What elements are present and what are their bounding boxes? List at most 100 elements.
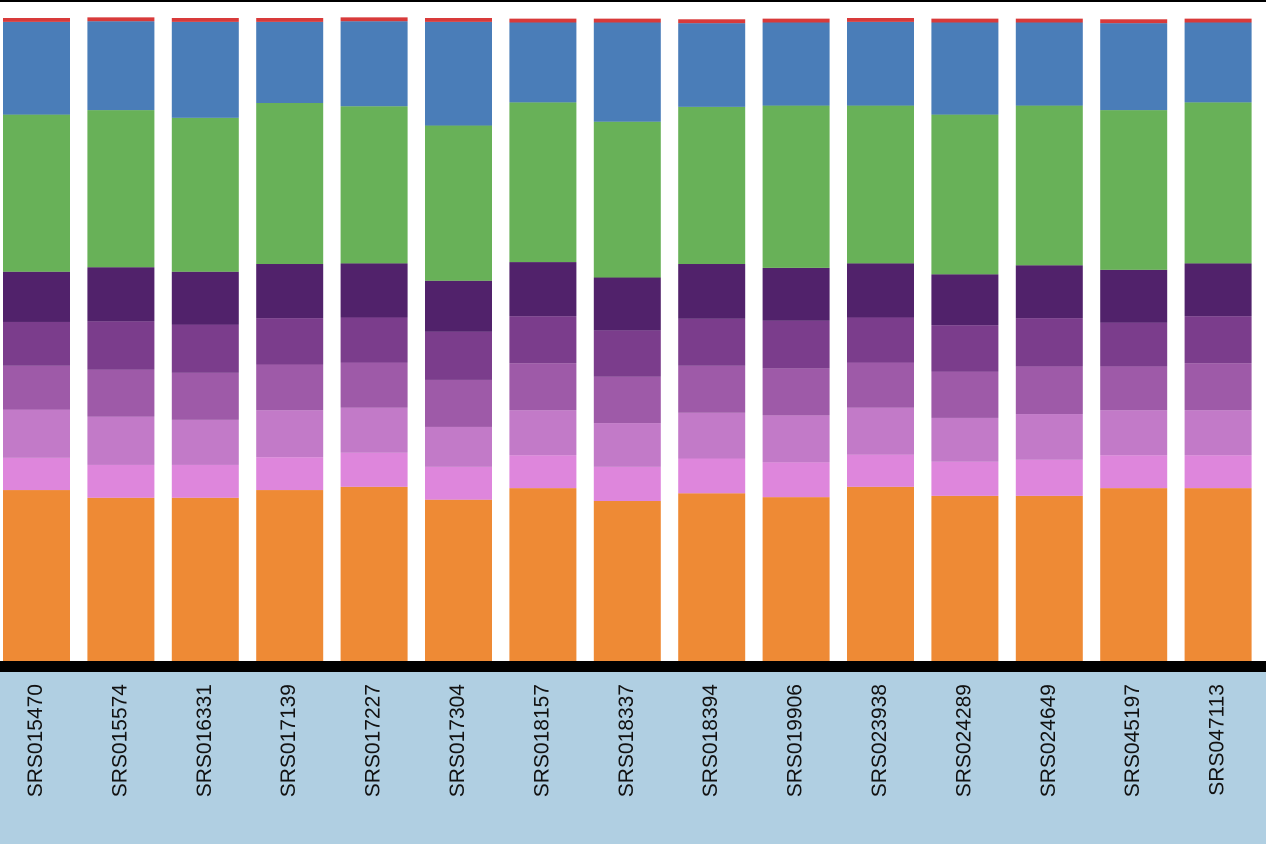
- bar-segment: [340, 317, 408, 363]
- bar-segment: [678, 19, 746, 24]
- bar-segment: [678, 23, 746, 107]
- bar-segment: [425, 125, 492, 281]
- bar-segment: [425, 426, 492, 467]
- x-tick-label: SRS017304: [446, 684, 469, 798]
- bar-segment: [87, 464, 155, 498]
- bar-segment: [3, 490, 70, 662]
- bar-segment: [762, 105, 830, 268]
- bar-segment: [256, 410, 324, 458]
- bar-segment: [762, 497, 830, 662]
- x-tick-label: SRS024649: [1037, 684, 1060, 797]
- bar-segment: [3, 457, 70, 491]
- bar-segment: [762, 18, 830, 23]
- x-tick-label: SRS018337: [615, 684, 638, 797]
- x-tick-label: SRS023938: [868, 684, 891, 797]
- bar-segment: [87, 110, 155, 268]
- bar-segment: [256, 490, 324, 662]
- bar-segment: [678, 458, 746, 494]
- x-tick-label: SRS018157: [530, 684, 553, 797]
- bar-segment: [1184, 410, 1252, 456]
- bar-segment: [1184, 18, 1252, 23]
- bar-segment: [1100, 322, 1168, 367]
- bar-segment: [509, 102, 577, 263]
- bar-segment: [87, 17, 155, 22]
- bar-segment: [678, 493, 746, 662]
- x-tick-label: SRS016331: [193, 684, 216, 797]
- bar-segment: [509, 363, 577, 411]
- bar-segment: [171, 497, 239, 662]
- bar-segment: [931, 18, 999, 23]
- label-panel: [0, 672, 1266, 844]
- bar-segment: [1184, 22, 1252, 103]
- bar-segment: [847, 486, 914, 662]
- bar-segment: [678, 365, 746, 413]
- bar-segment: [1015, 22, 1083, 106]
- bar-segment: [3, 321, 70, 366]
- bar-segment: [1100, 110, 1168, 270]
- bar-segment: [340, 407, 408, 453]
- bar-segment: [1184, 363, 1252, 411]
- bar-segment: [847, 18, 914, 22]
- bar-segment: [593, 330, 661, 377]
- bar-segment: [1100, 488, 1168, 662]
- bar-segment: [593, 423, 661, 467]
- bar-segment: [847, 105, 914, 264]
- bar-segment: [931, 461, 999, 496]
- bar-segment: [678, 264, 746, 319]
- bar-segment: [847, 263, 914, 318]
- bar-segment: [3, 409, 70, 458]
- bar-segment: [171, 372, 239, 420]
- bar-segment: [256, 457, 324, 491]
- bar-segment: [340, 452, 408, 487]
- bar-segment: [1100, 410, 1168, 456]
- bar-segment: [593, 501, 661, 662]
- bar-segment: [593, 466, 661, 501]
- bar-segment: [762, 267, 830, 321]
- bar-segment: [171, 419, 239, 465]
- bar-segment: [678, 318, 746, 366]
- bar-segment: [847, 317, 914, 363]
- bar-segment: [931, 114, 999, 275]
- bar-segment: [509, 18, 577, 23]
- bar-segment: [256, 21, 324, 104]
- bar-segment: [931, 22, 999, 115]
- bar-segment: [3, 114, 70, 272]
- x-tick-label: SRS015574: [108, 684, 131, 798]
- bar-segment: [1015, 414, 1083, 460]
- bar-segment: [3, 21, 70, 115]
- bar-segment: [171, 271, 239, 325]
- bar-segment: [1100, 455, 1168, 489]
- bar-segment: [762, 368, 830, 416]
- bar-segment: [509, 22, 577, 103]
- bar-segment: [171, 21, 239, 118]
- bar-segment: [762, 22, 830, 106]
- bar-segment: [931, 325, 999, 372]
- bar-segment: [171, 18, 239, 22]
- bar-segment: [340, 17, 408, 22]
- top-border: [0, 0, 1266, 2]
- bar-segment: [3, 271, 70, 322]
- x-axis-line: [0, 661, 1266, 672]
- bar-segment: [3, 365, 70, 410]
- bar-segment: [931, 495, 999, 662]
- bar-segment: [256, 103, 324, 265]
- bar-segment: [1184, 102, 1252, 264]
- bar-segment: [171, 324, 239, 373]
- bar-segment: [425, 331, 492, 380]
- bar-segment: [1100, 366, 1168, 411]
- bar-segment: [1100, 23, 1168, 111]
- bar-segment: [847, 362, 914, 408]
- bar-segment: [931, 371, 999, 418]
- bar-segment: [762, 462, 830, 498]
- bar-segment: [1015, 105, 1083, 266]
- bar-segment: [593, 121, 661, 278]
- x-tick-label: SRS018394: [699, 684, 722, 798]
- bar-segment: [340, 362, 408, 408]
- bar-segment: [425, 466, 492, 500]
- bar-segment: [1015, 366, 1083, 415]
- bar-segment: [678, 412, 746, 459]
- bar-segment: [87, 369, 155, 417]
- bar-segment: [340, 263, 408, 318]
- bar-segment: [931, 274, 999, 326]
